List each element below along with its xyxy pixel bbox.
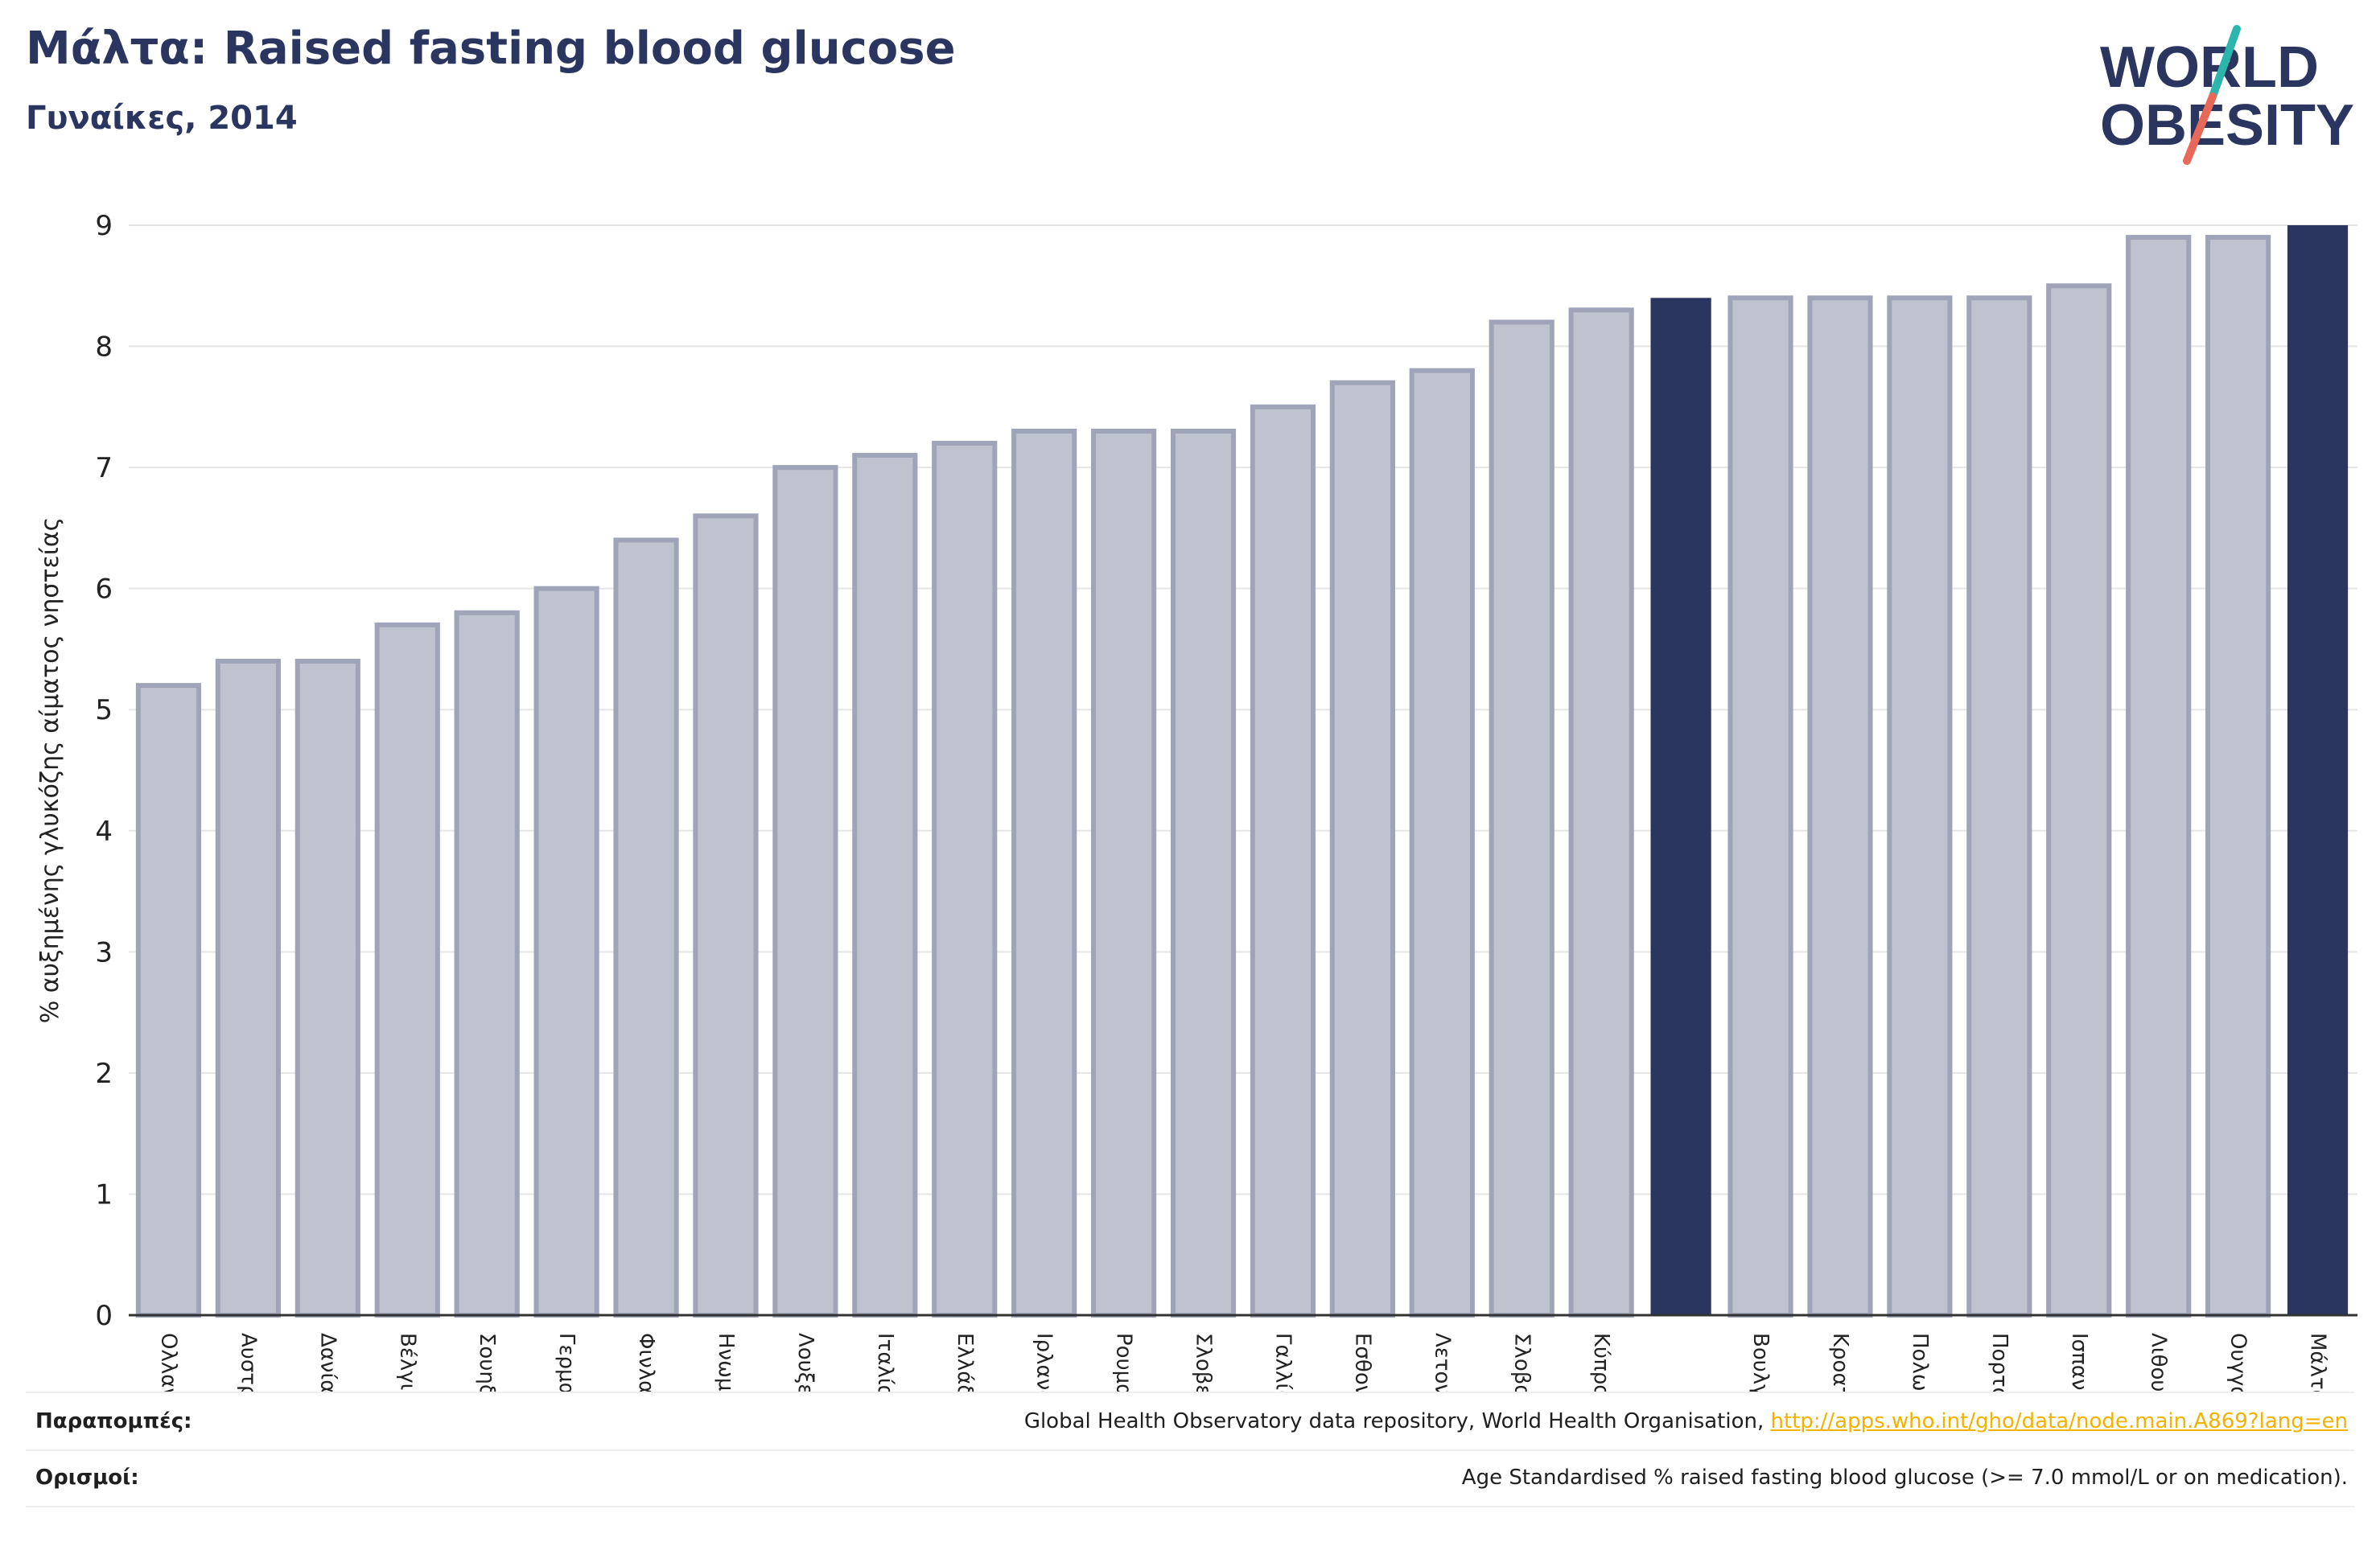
definitions-label: Ορισμοί:: [35, 1466, 139, 1490]
y-tick-label: 3: [95, 936, 113, 968]
y-tick-label: 6: [95, 574, 113, 606]
bar: [2205, 235, 2271, 1318]
y-tick-label: 4: [95, 816, 113, 848]
y-tick-label: 1: [95, 1178, 113, 1211]
x-tick-label: Ελλάδα: [953, 1333, 977, 1392]
sources-label: Παραπομπές:: [35, 1409, 192, 1433]
x-tick-label: Σουηδία: [475, 1333, 499, 1392]
bar-highlighted: [2287, 225, 2349, 1315]
bar: [374, 622, 440, 1318]
bar: [135, 683, 202, 1318]
bar: [932, 441, 998, 1318]
y-axis-label: % αυξημένης γλυκόζης αίματος νηστείας: [36, 517, 64, 1023]
bar: [1807, 295, 1873, 1318]
sources-link[interactable]: http://apps.who.int/gho/data/node.main.A…: [1770, 1409, 2348, 1433]
x-tick-label: Εσθονία: [1350, 1333, 1374, 1392]
bar: [693, 513, 759, 1318]
bar: [2126, 235, 2192, 1318]
x-tick-label: Κύπρος: [1589, 1333, 1613, 1392]
x-tick-label: Ιταλία: [873, 1333, 897, 1392]
bar: [1727, 295, 1793, 1318]
bar: [215, 659, 281, 1318]
bar: [852, 453, 918, 1318]
bar-chart: 0 1 2 3 4 5 6 7 8 9 % αυξημένης γλυκόζης αίματος ν…: [36, 210, 2357, 1392]
x-tick-label: Πολωνία: [1908, 1333, 1932, 1392]
sources-text: Global Health Observatory data repositor…: [1023, 1409, 1771, 1433]
bar: [1011, 428, 1077, 1318]
x-tick-label: Βουλγαρία: [1748, 1333, 1773, 1392]
bar: [2046, 283, 2112, 1318]
footer-definitions-row: Ορισμοί: Age Standardised % raised fasti…: [26, 1449, 2354, 1507]
x-tick-label: Βέλγιο: [395, 1333, 419, 1392]
bar: [454, 610, 520, 1318]
x-tick-label: Γερμανία: [554, 1333, 579, 1392]
y-tick-label: 2: [95, 1058, 113, 1090]
x-tick-label: Λουξεμβούργο: [793, 1333, 817, 1392]
bar: [1091, 428, 1157, 1318]
definitions-text: Age Standardised % raised fasting blood …: [1461, 1466, 2348, 1490]
bar: [1966, 295, 2032, 1318]
chart-subtitle: Γυναίκες, 2014: [26, 100, 298, 137]
bar: [533, 586, 599, 1318]
sources-text-wrap: Global Health Observatory data repositor…: [1024, 1393, 2348, 1449]
x-tick-label: Ηνωμένο Βασίλειο: [714, 1333, 738, 1392]
x-tick-label: Φινλανδία: [634, 1333, 658, 1392]
x-tick-label: Λιθουανία: [2147, 1333, 2171, 1392]
y-tick-label: 8: [95, 331, 113, 364]
bar: [1170, 428, 1237, 1318]
bar: [1329, 380, 1395, 1318]
bar: [613, 537, 679, 1318]
y-tick-label: 7: [95, 452, 113, 484]
x-tick-label: Γαλλία: [1270, 1333, 1295, 1392]
x-tick-label: Ολλανδία: [156, 1333, 180, 1392]
x-tick-label: Ουγγαρία: [2226, 1333, 2250, 1392]
chart-title: Μάλτα: Raised fasting blood glucose: [26, 23, 956, 75]
logo-word-obesity: OBESITY: [2100, 93, 2354, 158]
bar: [772, 465, 838, 1318]
x-tick-label: Μάλτα: [2306, 1333, 2330, 1392]
bar: [1250, 404, 1316, 1318]
footer-sources-row: Παραπομπές: Global Health Observatory da…: [26, 1392, 2354, 1451]
x-tick-label: Λετονία: [1430, 1333, 1454, 1392]
x-tick-label: Κροατία: [1828, 1333, 1852, 1392]
bar: [1568, 307, 1634, 1318]
bar: [1489, 319, 1554, 1318]
bar: [1409, 368, 1475, 1318]
logo-slash-top: [2209, 25, 2241, 101]
x-tick-label: Σλοβενία: [1192, 1333, 1216, 1392]
bar: [1887, 295, 1953, 1318]
x-tick-label: Πορτογαλία: [1987, 1333, 2011, 1392]
x-tick-label: Ιρλανδία: [1032, 1333, 1056, 1392]
logo-slash-bottom: [2183, 93, 2217, 165]
logo-word-world: WORLD: [2100, 35, 2319, 100]
x-tick-label: Ρουμανία: [1112, 1333, 1136, 1392]
y-tick-label: 0: [95, 1300, 113, 1332]
world-obesity-logo: WORLD OBESITY: [2100, 25, 2354, 165]
bar: [294, 659, 360, 1318]
y-tick-label: 5: [95, 694, 113, 726]
x-tick-label: Ισπανία: [2067, 1333, 2091, 1392]
x-tick-label: Σλοβακία: [1509, 1333, 1534, 1392]
x-tick-label: Αυστρία: [236, 1333, 260, 1392]
bar-highlighted: [1650, 298, 1711, 1315]
y-tick-label: 9: [95, 210, 113, 242]
x-tick-label: Δανία: [315, 1333, 340, 1392]
